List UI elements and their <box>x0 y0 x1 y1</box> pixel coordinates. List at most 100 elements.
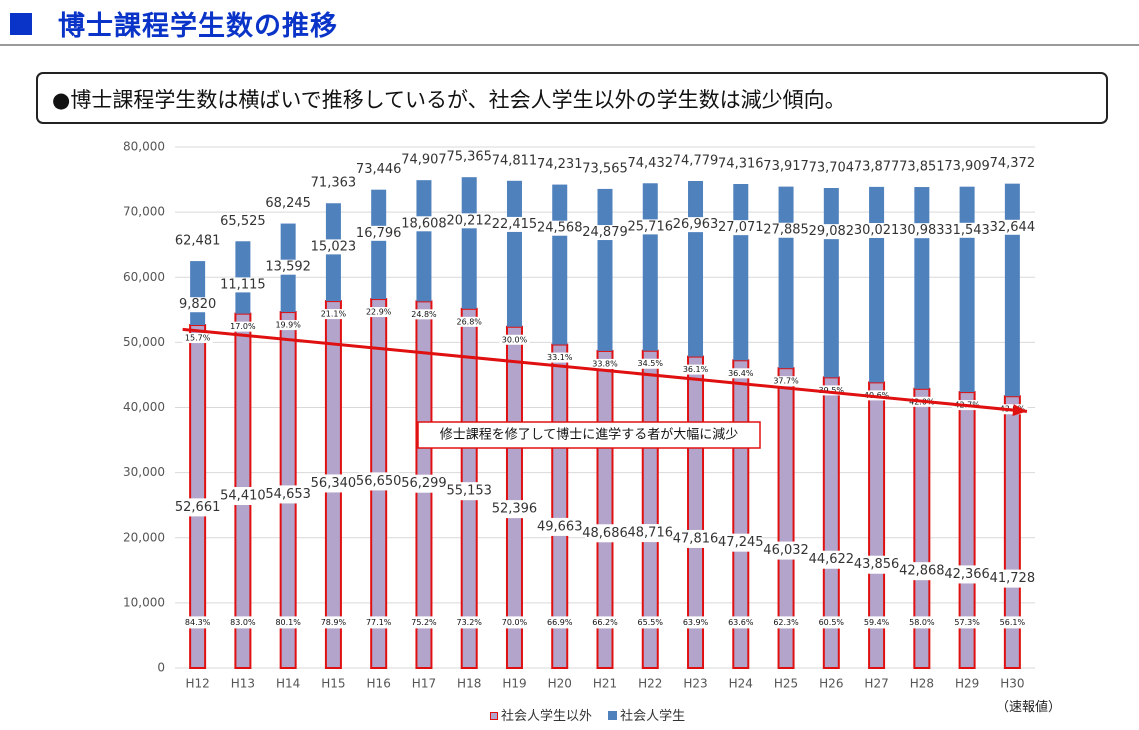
y-tick-label: 10,000 <box>123 595 165 609</box>
non-adult-pct-label: 56.1% <box>1000 618 1026 627</box>
label-bg <box>947 565 988 584</box>
bar-adult <box>597 188 613 351</box>
label-bg <box>360 225 397 241</box>
y-tick-label: 40,000 <box>123 400 165 414</box>
adult-pct-label: 33.1% <box>547 353 573 362</box>
label-bg <box>317 616 350 629</box>
trend-line <box>182 327 1028 413</box>
non-adult-pct-label: 84.3% <box>185 618 211 627</box>
x-tick-label: H24 <box>729 677 753 691</box>
non-adult-value-label: 41,728 <box>990 571 1036 586</box>
label-bg <box>949 222 986 238</box>
adult-pct-label: 19.9% <box>275 321 301 330</box>
label-bg <box>677 217 714 233</box>
label-bg <box>858 223 895 239</box>
label-bg <box>675 529 716 548</box>
legend-label-non-adult: 社会人学生以外 <box>501 709 593 724</box>
adult-value-label: 22,415 <box>492 217 538 232</box>
label-bg <box>454 316 485 327</box>
label-bg <box>408 309 439 320</box>
label-bg <box>771 376 802 387</box>
title-divider <box>0 44 1139 46</box>
adult-pct-label: 24.8% <box>411 310 437 319</box>
trend-arrow-head <box>1012 404 1027 417</box>
label-bg <box>860 616 893 629</box>
non-adult-value-label: 48,716 <box>628 526 674 541</box>
x-tick-label: H15 <box>321 677 345 691</box>
bar-adult <box>914 187 930 389</box>
label-bg <box>499 334 530 345</box>
label-bg <box>313 474 354 493</box>
bar-adult <box>1004 183 1020 397</box>
non-adult-pct-label: 77.1% <box>366 618 392 627</box>
label-bg <box>903 223 940 239</box>
total-label: 73,851 <box>899 160 945 175</box>
non-adult-pct-label: 63.6% <box>728 618 754 627</box>
label-bg <box>539 517 580 536</box>
label-bg <box>179 297 216 313</box>
label-bg <box>541 220 578 236</box>
adult-value-label: 9,820 <box>179 297 216 312</box>
summary-box: ●博士課程学生数は横ばいで推移しているが、社会人学生以外の学生数は減少傾向。 <box>36 72 1108 124</box>
adult-value-label: 27,885 <box>763 223 809 238</box>
non-adult-value-label: 49,663 <box>537 519 583 534</box>
label-bg <box>630 524 671 543</box>
non-adult-value-label: 52,661 <box>175 500 221 515</box>
total-label: 73,917 <box>763 159 809 174</box>
chart-legend: 社会人学生以外 社会人学生 <box>490 705 697 724</box>
bar-adult <box>506 180 522 327</box>
adult-pct-label: 22.9% <box>366 308 392 317</box>
label-bg <box>227 321 258 332</box>
non-adult-value-label: 42,366 <box>944 567 990 582</box>
label-bg <box>315 239 352 255</box>
annotation-box <box>417 421 761 449</box>
x-tick-label: H19 <box>502 677 526 691</box>
non-adult-value-label: 43,856 <box>854 557 900 572</box>
non-adult-value-label: 46,032 <box>763 543 809 558</box>
total-label: 74,779 <box>673 154 719 169</box>
label-bg <box>177 498 218 517</box>
label-bg <box>449 482 490 501</box>
non-adult-pct-label: 65.5% <box>638 618 664 627</box>
adult-pct-label: 36.4% <box>728 369 754 378</box>
x-tick-label: H16 <box>367 677 391 691</box>
y-tick-label: 20,000 <box>123 530 165 544</box>
non-adult-value-label: 47,245 <box>718 535 764 550</box>
non-adult-pct-label: 62.3% <box>773 618 799 627</box>
x-tick-label: H22 <box>638 677 662 691</box>
non-adult-pct-label: 63.9% <box>683 618 709 627</box>
bar-adult <box>190 261 206 326</box>
label-bg <box>362 616 395 629</box>
label-bg <box>182 333 213 344</box>
label-bg <box>634 616 667 629</box>
non-adult-pct-label: 58.0% <box>909 618 935 627</box>
summary-text: ●博士課程学生数は横ばいで推移しているが、社会人学生以外の学生数は減少傾向。 <box>52 88 846 112</box>
adult-value-label: 30,021 <box>854 223 900 238</box>
x-tick-label: H27 <box>864 677 888 691</box>
non-adult-pct-label: 66.2% <box>592 618 618 627</box>
total-label: 74,231 <box>537 157 583 172</box>
label-bg <box>224 277 261 293</box>
label-bg <box>766 541 807 560</box>
total-label: 65,525 <box>220 214 266 229</box>
x-tick-label: H28 <box>910 677 934 691</box>
title-square-icon <box>10 13 32 35</box>
label-bg <box>856 555 897 574</box>
total-label: 74,432 <box>628 156 674 171</box>
adult-pct-label: 39.5% <box>819 386 845 395</box>
label-bg <box>403 474 444 493</box>
non-adult-pct-label: 83.0% <box>230 618 256 627</box>
adult-value-label: 18,608 <box>401 216 447 231</box>
legend-label-adult: 社会人学生 <box>620 709 686 724</box>
label-bg <box>496 216 533 232</box>
label-bg <box>181 616 214 629</box>
non-adult-pct-label: 78.9% <box>321 618 347 627</box>
adult-value-label: 29,082 <box>809 224 855 239</box>
non-adult-value-label: 56,650 <box>356 474 402 489</box>
label-bg <box>268 485 309 504</box>
y-tick-label: 70,000 <box>123 205 165 219</box>
y-tick-label: 80,000 <box>123 140 165 154</box>
y-tick-label: 0 <box>157 661 165 675</box>
label-bg <box>901 562 942 581</box>
